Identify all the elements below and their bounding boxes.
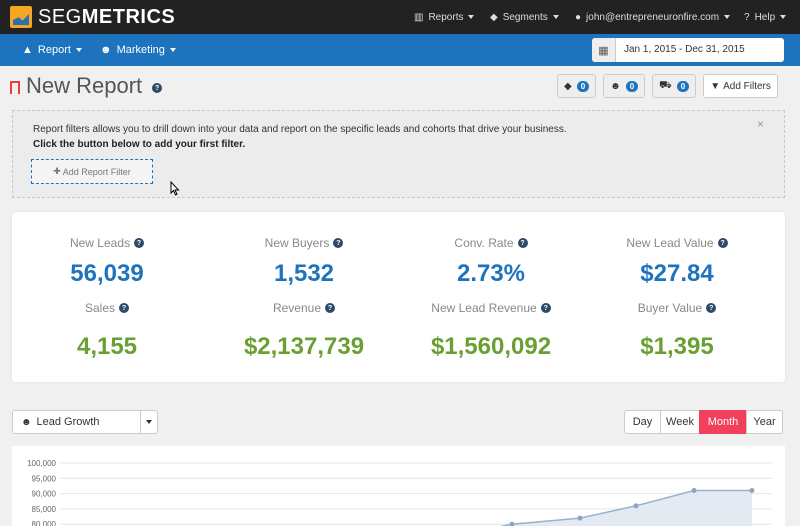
help-icon[interactable]: ? [119,303,130,313]
period-toggle-group: Day Week Month Year [624,410,783,434]
chart-type-select[interactable]: ☻ Lead Growth [12,410,158,434]
help-icon[interactable]: ? [717,238,728,248]
metric-new-lead-revenue: New Lead Revenue? $1,560,092 [396,301,586,361]
caret-down-icon [724,15,731,19]
brand-logo[interactable]: SEGMETRICS [10,5,175,29]
data-point[interactable] [633,503,639,509]
metric-value: $1,560,092 [430,333,552,360]
help-icon[interactable]: ? [152,83,163,93]
metric-new-leads: New Leads? 56,039 [12,236,202,288]
data-point[interactable] [577,515,583,521]
cart-filter-button[interactable]: ⛟ 0 [652,74,697,98]
help-icon[interactable]: ? [517,238,528,248]
metric-value: 2.73% [456,260,526,287]
logo-icon [10,6,32,28]
metric-sales: Sales? 4,155 [12,301,202,361]
caret-down-icon [552,15,559,19]
secondary-navbar: ▲ Report ☻ Marketing ▦ Jan 1, 2015 - Dec 3… [0,34,800,66]
bookmark-icon[interactable] [10,80,20,98]
lead-growth-chart: 100,000 95,000 90,000 85,000 80,000 [12,446,785,526]
add-filters-button[interactable]: ▼ Add Filters [703,74,778,98]
period-year-button[interactable]: Year [746,410,783,434]
y-tick-label: 95,000 [32,474,57,483]
date-range-picker[interactable]: ▦ Jan 1, 2015 - Dec 31, 2015 [592,38,784,62]
group-filter-count: 0 [625,80,639,92]
caret-down-icon [780,15,787,19]
page-header: New Report ? [10,72,163,100]
metric-new-lead-value: New Lead Value? $27.84 [582,236,772,288]
tags-icon: ◆ [564,80,572,92]
plus-icon: ✚ [53,166,61,176]
period-day-button[interactable]: Day [624,410,661,434]
cart-filter-count: 0 [676,80,690,92]
caret-down-icon [146,420,152,424]
filter-icon: ▼ [710,80,721,92]
nav-user-menu[interactable]: ● john@entrepreneuronfire.com [575,0,731,34]
caret-down-icon [75,48,82,52]
data-point[interactable] [749,488,755,494]
users-icon: ☻ [100,44,112,56]
menu-report[interactable]: ▲ Report [22,34,82,66]
date-range-value: Jan 1, 2015 - Dec 31, 2015 [624,44,745,55]
series-line [499,489,752,526]
chart-type-value: Lead Growth [36,416,100,428]
filter-info-text: Report filters allows you to drill down … [33,124,567,135]
tag-icon: ◆ [490,11,498,23]
y-tick-label: 100,000 [27,459,56,468]
series-area [482,490,752,526]
nav-segments[interactable]: ◆ Segments [490,0,559,34]
cart-icon: ⛟ [659,79,672,91]
metric-revenue: Revenue? $2,137,739 [209,301,399,361]
metric-value: 1,532 [273,260,335,287]
y-tick-label: 90,000 [32,490,57,499]
metric-value: $27.84 [640,260,714,287]
chart-svg: 100,000 95,000 90,000 85,000 80,000 [27,459,772,526]
question-circle-icon: ? [744,11,750,23]
help-icon[interactable]: ? [333,238,344,248]
data-point[interactable] [691,488,697,494]
nav-reports[interactable]: ▥ Reports [414,0,475,34]
help-icon[interactable]: ? [540,303,551,313]
help-icon[interactable]: ? [325,303,336,313]
filter-info-instruction: Click the button below to add your first… [33,139,246,150]
users-icon: ☻ [610,80,621,92]
bar-chart-icon: ▥ [414,11,424,23]
tag-filter-count: 0 [576,80,590,92]
caret-down-icon [468,15,475,19]
menu-marketing[interactable]: ☻ Marketing [100,34,176,66]
caret-down-icon [169,48,176,52]
metric-value: 4,155 [76,333,138,360]
users-icon: ☻ [21,416,32,428]
top-navbar: SEGMETRICS ▥ Reports ◆ Segments ● john@entr… [0,0,800,34]
metric-buyer-value: Buyer Value? $1,395 [582,301,772,361]
user-icon: ● [575,11,582,23]
dropdown-toggle[interactable] [140,411,157,433]
metrics-card: New Leads? 56,039 New Buyers? 1,532 Conv… [12,212,785,382]
tag-filter-button[interactable]: ◆ 0 [557,74,597,98]
help-icon[interactable]: ? [706,303,717,313]
brand-name: SEGMETRICS [38,5,176,28]
page-title: New Report [26,73,143,98]
metric-new-buyers: New Buyers? 1,532 [209,236,399,288]
data-point[interactable] [509,521,515,526]
metric-value: $2,137,739 [243,333,365,360]
calendar-icon: ▦ [592,38,616,62]
y-tick-label: 80,000 [32,520,57,526]
metric-conv-rate: Conv. Rate? 2.73% [396,236,586,288]
area-chart-icon: ▲ [22,44,33,56]
period-month-button[interactable]: Month [699,410,747,434]
metric-value: 56,039 [70,260,144,287]
filter-buttons: ◆ 0 ☻ 0 ⛟ 0 ▼ Add Filters [550,74,778,98]
metric-value: $1,395 [640,333,714,360]
add-report-filter-button[interactable]: ✚ Add Report Filter [31,159,153,184]
filter-info-panel: Report filters allows you to drill down … [12,110,785,198]
help-icon[interactable]: ? [134,238,145,248]
y-tick-label: 85,000 [32,505,57,514]
group-filter-button[interactable]: ☻ 0 [603,74,646,98]
period-week-button[interactable]: Week [660,410,700,434]
nav-help[interactable]: ? Help [744,0,787,34]
close-icon[interactable]: × [756,117,764,131]
